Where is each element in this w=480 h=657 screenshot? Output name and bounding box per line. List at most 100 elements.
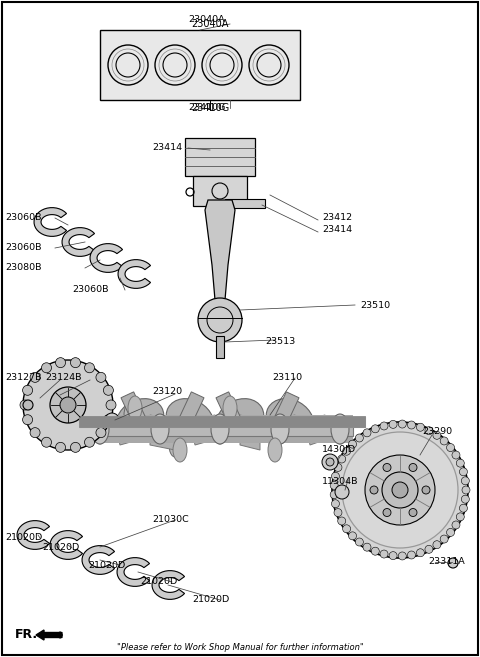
Text: 23060B: 23060B <box>72 286 108 294</box>
Circle shape <box>383 509 391 516</box>
Ellipse shape <box>268 438 282 462</box>
Text: 23414: 23414 <box>322 225 352 235</box>
Circle shape <box>355 538 363 546</box>
Circle shape <box>71 357 81 368</box>
Circle shape <box>23 385 33 396</box>
Ellipse shape <box>166 399 214 442</box>
Ellipse shape <box>213 416 227 444</box>
Circle shape <box>382 472 418 508</box>
Text: 23040A: 23040A <box>189 16 225 24</box>
Ellipse shape <box>333 416 347 444</box>
Circle shape <box>461 477 469 485</box>
Circle shape <box>433 431 441 440</box>
Circle shape <box>446 443 455 451</box>
Circle shape <box>322 454 338 470</box>
Circle shape <box>365 455 435 525</box>
Circle shape <box>332 472 339 480</box>
Circle shape <box>398 420 406 428</box>
Text: 23513: 23513 <box>265 338 295 346</box>
Text: 23410G: 23410G <box>191 103 229 113</box>
Circle shape <box>335 485 349 499</box>
Text: 23410G: 23410G <box>188 104 226 112</box>
Circle shape <box>343 447 350 455</box>
Circle shape <box>105 413 119 427</box>
Circle shape <box>23 360 113 450</box>
Ellipse shape <box>211 414 229 444</box>
Circle shape <box>96 428 106 438</box>
Ellipse shape <box>216 399 264 442</box>
Polygon shape <box>115 415 145 445</box>
Circle shape <box>448 558 458 568</box>
Circle shape <box>433 541 441 549</box>
Ellipse shape <box>224 403 236 427</box>
Text: FR.: FR. <box>15 629 38 641</box>
Circle shape <box>56 442 66 453</box>
Circle shape <box>452 521 460 529</box>
Ellipse shape <box>273 416 287 444</box>
Ellipse shape <box>153 416 167 444</box>
FancyBboxPatch shape <box>88 422 353 436</box>
Circle shape <box>84 363 95 373</box>
Circle shape <box>330 491 338 499</box>
Circle shape <box>456 459 464 467</box>
Circle shape <box>332 500 339 508</box>
Circle shape <box>355 434 363 442</box>
Circle shape <box>371 425 379 433</box>
Polygon shape <box>305 415 330 445</box>
Text: 23110: 23110 <box>272 373 302 382</box>
Circle shape <box>348 440 357 448</box>
FancyBboxPatch shape <box>193 176 247 206</box>
Polygon shape <box>270 415 300 445</box>
Text: 21030C: 21030C <box>152 516 189 524</box>
Circle shape <box>334 463 342 472</box>
Ellipse shape <box>271 414 289 444</box>
FancyBboxPatch shape <box>185 138 255 176</box>
Text: 23290: 23290 <box>422 428 452 436</box>
Ellipse shape <box>269 433 281 457</box>
Circle shape <box>23 400 33 410</box>
Circle shape <box>371 547 379 555</box>
Circle shape <box>459 468 468 476</box>
Circle shape <box>422 486 430 494</box>
FancyBboxPatch shape <box>225 199 265 208</box>
Text: 23127B: 23127B <box>5 373 41 382</box>
Ellipse shape <box>173 438 187 462</box>
Circle shape <box>41 363 51 373</box>
Ellipse shape <box>151 414 169 444</box>
FancyBboxPatch shape <box>179 392 204 425</box>
Ellipse shape <box>124 403 136 427</box>
FancyBboxPatch shape <box>100 30 300 100</box>
FancyBboxPatch shape <box>216 392 241 425</box>
Circle shape <box>30 373 40 382</box>
Polygon shape <box>190 415 220 445</box>
Ellipse shape <box>169 433 181 457</box>
Circle shape <box>71 442 81 453</box>
Circle shape <box>459 504 468 512</box>
Circle shape <box>343 525 350 533</box>
Circle shape <box>363 429 371 437</box>
Text: 21020D: 21020D <box>140 578 177 587</box>
Circle shape <box>198 298 242 342</box>
Polygon shape <box>82 546 115 574</box>
Circle shape <box>96 373 106 382</box>
Ellipse shape <box>266 399 314 442</box>
Circle shape <box>389 552 397 560</box>
Circle shape <box>456 513 464 521</box>
Circle shape <box>60 397 76 413</box>
Circle shape <box>326 458 334 466</box>
Circle shape <box>408 421 416 429</box>
Circle shape <box>370 486 378 494</box>
Circle shape <box>408 551 416 559</box>
Circle shape <box>30 428 40 438</box>
FancyBboxPatch shape <box>216 336 224 358</box>
Text: 23080B: 23080B <box>5 263 41 273</box>
Circle shape <box>334 509 342 516</box>
Circle shape <box>416 423 424 431</box>
Ellipse shape <box>223 396 237 420</box>
Circle shape <box>398 552 406 560</box>
Circle shape <box>84 438 95 447</box>
Circle shape <box>425 545 433 553</box>
Circle shape <box>416 549 424 556</box>
Circle shape <box>452 451 460 459</box>
Circle shape <box>103 385 113 396</box>
